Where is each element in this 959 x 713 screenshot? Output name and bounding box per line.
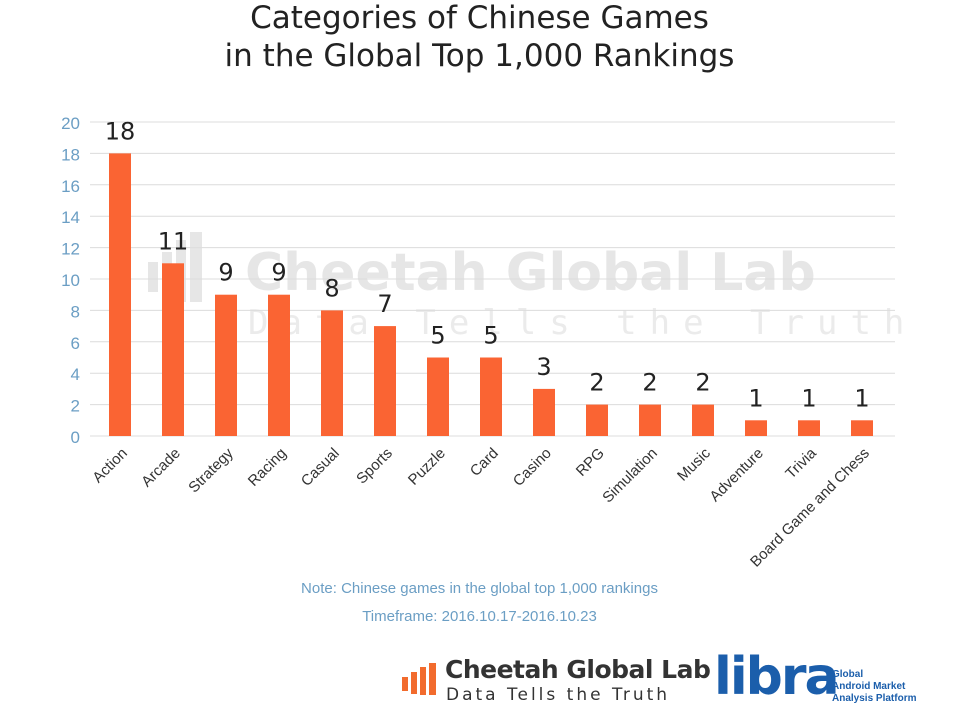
value-label: 1 — [748, 384, 763, 412]
y-tick-label: 6 — [71, 334, 80, 353]
libra-subtitle: Global Android Market Analysis Platform — [832, 669, 942, 705]
value-label: 1 — [801, 384, 816, 412]
bar — [321, 310, 343, 436]
libra-subtitle-line: Global — [832, 669, 864, 680]
bar — [109, 153, 131, 436]
x-tick-label: Trivia — [782, 444, 820, 482]
y-tick-label: 14 — [61, 208, 80, 227]
chart-title-line-1: Categories of Chinese Games — [250, 0, 709, 36]
y-axis-ticks: 0 2 4 6 8 10 12 14 16 18 20 — [61, 114, 80, 447]
libra-wordmark: libra — [714, 647, 840, 707]
value-label: 5 — [483, 322, 498, 350]
bars — [109, 153, 873, 436]
value-label: 11 — [158, 227, 189, 255]
value-label: 5 — [430, 322, 445, 350]
chart-timeframe: Timeframe: 2016.10.17-2016.10.23 — [362, 608, 597, 625]
value-label: 9 — [218, 259, 233, 287]
x-tick-label: Action — [89, 445, 131, 487]
value-label: 9 — [271, 259, 286, 287]
y-tick-label: 2 — [71, 397, 80, 416]
y-tick-label: 4 — [71, 365, 80, 384]
x-axis-labels: Action Arcade Strategy Racing Casual Sports Pu… — [89, 444, 873, 570]
cheetah-global-lab-logo: Cheetah Global Lab Data Tells the Truth — [400, 655, 711, 707]
bar — [851, 420, 873, 436]
bar — [586, 404, 608, 436]
bar — [162, 263, 184, 436]
bar — [639, 404, 661, 436]
y-tick-label: 8 — [71, 302, 80, 321]
x-tick-label: Simulation — [599, 445, 661, 507]
bar — [480, 357, 502, 436]
chart-title-line-2: in the Global Top 1,000 Rankings — [224, 38, 735, 74]
x-tick-label: Adventure — [706, 445, 766, 505]
x-tick-label: Sports — [353, 445, 396, 488]
bar — [268, 294, 290, 436]
y-tick-label: 16 — [61, 177, 80, 196]
x-tick-label: RPG — [573, 445, 608, 480]
x-tick-label: Racing — [245, 445, 290, 490]
x-tick-label: Casual — [298, 445, 343, 490]
watermark: Cheetah Global Lab Data Tells the Truth — [148, 232, 917, 343]
x-tick-label: Puzzle — [405, 445, 449, 489]
x-tick-label: Strategy — [185, 444, 237, 496]
bar — [692, 404, 714, 436]
watermark-name: Cheetah Global Lab — [245, 243, 816, 303]
chart-note: Note: Chinese games in the global top 1,… — [301, 580, 658, 597]
watermark-tagline: Data Tells the Truth — [248, 303, 917, 343]
value-label: 2 — [589, 369, 604, 397]
value-label: 7 — [377, 290, 392, 318]
x-tick-label: Music — [674, 444, 714, 484]
libra-subtitle-line: Analysis Platform — [832, 693, 917, 704]
x-tick-label: Casino — [510, 445, 555, 490]
bar — [798, 420, 820, 436]
bar — [745, 420, 767, 436]
bar — [427, 357, 449, 436]
value-label: 18 — [105, 117, 136, 145]
y-tick-label: 20 — [61, 114, 80, 133]
cheetah-logo-tagline: Data Tells the Truth — [446, 685, 671, 705]
cheetah-logo-name: Cheetah Global Lab — [445, 655, 711, 684]
libra-logo: libra Global Android Market Analysis Pla… — [714, 647, 934, 709]
bar — [215, 294, 237, 436]
y-tick-label: 10 — [61, 271, 80, 290]
x-tick-label: Arcade — [138, 445, 184, 491]
value-label: 3 — [536, 353, 551, 381]
x-tick-label: Card — [467, 445, 502, 480]
value-label: 2 — [642, 369, 657, 397]
bar — [374, 326, 396, 436]
libra-subtitle-line: Android Market — [832, 681, 906, 692]
y-tick-label: 0 — [71, 428, 80, 447]
value-label: 1 — [854, 384, 869, 412]
value-label: 8 — [324, 274, 339, 302]
y-tick-label: 18 — [61, 145, 80, 164]
bar — [533, 388, 555, 436]
y-tick-label: 12 — [61, 240, 80, 259]
value-label: 2 — [695, 369, 710, 397]
cheetah-logo-icon — [402, 663, 436, 695]
